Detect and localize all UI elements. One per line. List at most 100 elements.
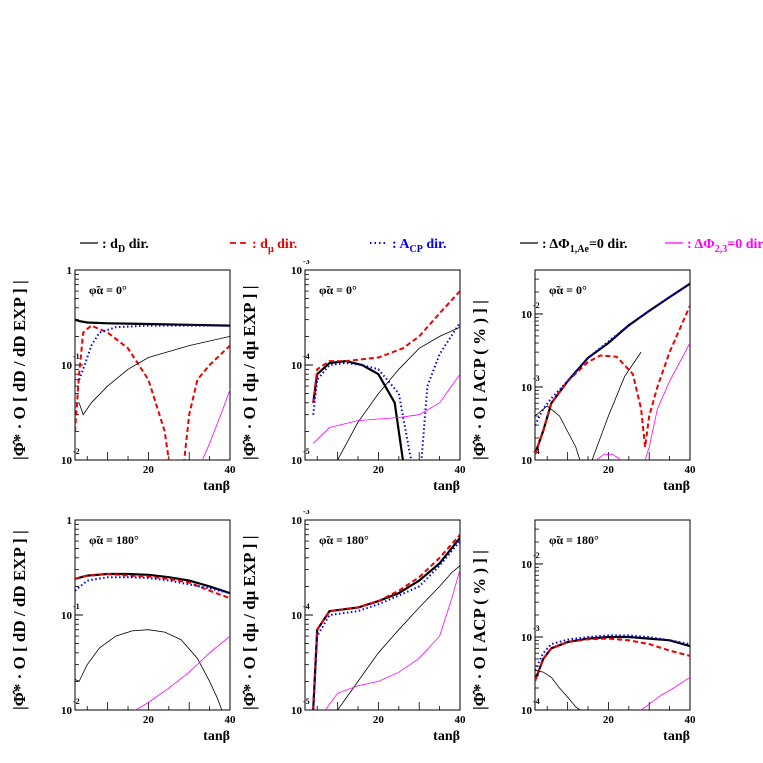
y-tick-exponent: -2	[533, 551, 540, 560]
series-line-4	[325, 569, 460, 710]
legend-item-4: : ΔΦ2,3=0 dir.	[665, 237, 763, 255]
y-tick-label: 10	[521, 705, 533, 717]
x-tick-label: 20	[603, 714, 615, 726]
series-line-0	[535, 282, 690, 455]
series-line-4	[640, 676, 690, 710]
x-tick-label: 40	[685, 464, 697, 476]
x-tick-label: 40	[455, 714, 467, 726]
y-tick-exponent: -3	[303, 510, 310, 516]
series-line-1	[75, 324, 230, 460]
y-tick-exponent: -2	[73, 447, 80, 456]
legend-label: : ΔΦ2,3=0 dir.	[687, 237, 763, 255]
y-tick-label: 10	[521, 382, 533, 394]
y-tick-label: 10	[521, 455, 533, 467]
series-line-0	[75, 318, 230, 327]
y-tick-label: 10	[291, 515, 303, 527]
chart-top-right: 10 -2 10 -3 10 -4 20 40 tanβ φ̃α = 0°	[515, 260, 705, 500]
panel-annotation: φ̃α = 180°	[89, 533, 139, 547]
y-tick-label: 1	[67, 265, 73, 277]
y-tick-exponent: -3	[303, 260, 310, 266]
series-line-2	[312, 321, 460, 460]
series-line-0	[312, 537, 460, 710]
legend-label: : dμ dir.	[252, 237, 297, 255]
chart-bottom-right: 10 -2 10 -3 10 -4 20 40 tanβ φ̃α = 180°	[515, 510, 705, 750]
series-line-3	[75, 629, 223, 710]
legend-label: : dD dir.	[102, 237, 149, 255]
legend-item-3: : ΔΦ1,Ae=0 dir.	[520, 237, 628, 255]
y-tick-label: 1	[67, 515, 73, 527]
y-tick-label: 10	[291, 455, 303, 467]
series-line-1	[312, 534, 460, 710]
series-line-3	[337, 565, 460, 710]
legend: : dD dir. : dμ dir. : ACP dir. : ΔΦ1,Ae=0 d…	[80, 237, 763, 255]
chart-top-left: 1 10 -1 10 -2 20 40 tanβ φ̃α = 0°	[55, 260, 245, 500]
series-line-0	[535, 635, 690, 682]
series-line-2	[535, 634, 690, 671]
chart-bottom-left: 1 10 -1 10 -2 20 40 tanβ φ̃α = 180°	[55, 510, 245, 750]
series-line-0	[75, 572, 230, 595]
series-line-3	[337, 326, 460, 460]
x-axis-label: tanβ	[203, 729, 230, 744]
y-axis-label-dD-180: |Φ̂* · O [ dD / dD EXP ] |	[10, 530, 29, 710]
legend-item-0: : dD dir.	[80, 237, 149, 255]
x-tick-label: 40	[455, 464, 467, 476]
y-tick-exponent: -4	[303, 352, 310, 361]
series-line-3	[535, 669, 581, 710]
chart-bottom-middle: 10 -3 10 -4 10 -5 20 40 tanβ φ̃α = 180°	[285, 507, 475, 750]
series-line-1	[312, 290, 460, 403]
series-line-1	[535, 637, 690, 682]
y-axis-label-dD: |Φ̂* · O [ dD / dD EXP ] |	[10, 280, 29, 460]
y-tick-label: 10	[61, 705, 73, 717]
series-line-4	[134, 635, 230, 710]
y-tick-exponent: -4	[533, 697, 540, 706]
plot-frame	[74, 269, 231, 461]
x-axis-label: tanβ	[203, 479, 230, 494]
series-line-3	[535, 351, 642, 460]
series-line-4	[201, 389, 230, 460]
y-tick-label: 10	[61, 455, 73, 467]
panel-annotation: φ̃α = 180°	[549, 533, 599, 547]
x-axis-label: tanβ	[663, 729, 690, 744]
y-axis-label-acp: |Φ̂* · O [ ACP ( % ) ] |	[470, 300, 489, 460]
legend-item-2: : ACP dir.	[370, 237, 446, 255]
x-tick-label: 40	[225, 464, 237, 476]
series-line-4	[595, 342, 690, 460]
chart-top-middle: 10 -3 10 -4 10 -5 20 40 tanβ φ̃α = 0°	[285, 257, 475, 500]
x-tick-label: 20	[603, 464, 615, 476]
x-axis-label: tanβ	[433, 479, 460, 494]
y-tick-exponent: -5	[303, 447, 310, 456]
y-tick-label: 10	[291, 705, 303, 717]
plot-frame	[74, 519, 231, 711]
y-tick-label: 10	[521, 559, 533, 571]
series-line-2	[312, 540, 460, 710]
x-axis-label: tanβ	[433, 729, 460, 744]
series-line-2	[75, 576, 230, 595]
y-axis-label-dmu-180: |Φ̂* · O [ dμ / dμ EXP ] |	[240, 535, 259, 710]
legend-label: : ACP dir.	[392, 237, 446, 255]
panel-annotation: φ̃α = 0°	[89, 283, 127, 297]
x-tick-label: 20	[373, 714, 385, 726]
plot-frame	[304, 519, 461, 711]
series-line-4	[312, 373, 460, 444]
y-tick-exponent: -1	[73, 352, 80, 361]
y-axis-label-dmu: |Φ̂* · O [ dμ / dμ EXP ] |	[240, 285, 259, 460]
series-line-0	[312, 359, 405, 460]
series-line-1	[535, 305, 690, 455]
x-axis-label: tanβ	[663, 479, 690, 494]
y-tick-label: 10	[291, 265, 303, 277]
panel-annotation: φ̃α = 0°	[549, 283, 587, 297]
x-tick-label: 40	[685, 714, 697, 726]
x-tick-label: 20	[143, 464, 155, 476]
y-tick-label: 10	[61, 610, 73, 622]
series-line-3	[78, 336, 230, 416]
x-tick-label: 20	[373, 464, 385, 476]
y-tick-exponent: -2	[533, 301, 540, 310]
x-tick-label: 40	[225, 714, 237, 726]
y-tick-exponent: -3	[533, 374, 540, 383]
panel-annotation: φ̃α = 180°	[319, 533, 369, 547]
y-tick-exponent: -4	[303, 602, 310, 611]
panel-annotation: φ̃α = 0°	[319, 283, 357, 297]
series-line-2	[78, 324, 230, 381]
y-axis-label-acp-180: |Φ̂* · O [ ACP ( % ) ] |	[470, 550, 489, 710]
y-tick-label: 10	[521, 632, 533, 644]
